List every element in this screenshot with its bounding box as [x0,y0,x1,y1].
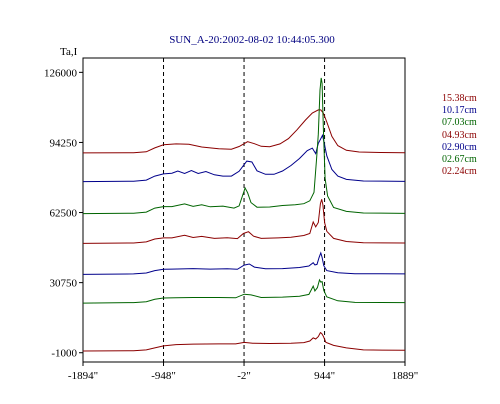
y-tick-label-2: 62500 [50,208,78,220]
series-lines [82,77,406,352]
y-tick-label-0: -1000 [51,348,77,360]
legend-item-5: 02.67cm [442,154,477,166]
legend-item-0: 15.38cm [442,93,477,104]
series-line-4 [82,251,406,275]
x-axis-ticks: -1894" -948" -2" 944" 1889" [68,362,418,382]
x-tick-label-0: -1894" [68,370,98,382]
y-axis-label: Ta,I [60,46,78,58]
x-tick-label-2: -2" [237,370,251,382]
legend-item-4: 02.90cm [442,141,477,153]
chart-title: SUN_A-20:2002-08-02 10:44:05.300 [169,34,335,46]
x-tick-label-4: 1889" [392,370,419,382]
series-line-5 [82,278,406,304]
series-line-6 [82,331,406,352]
y-tick-label-3: 94250 [50,137,78,149]
x-tick-label-1: -948" [151,370,176,382]
legend-item-6: 02.24cm [442,166,477,178]
y-tick-label-1: 30750 [50,278,78,290]
series-line-0 [82,109,406,154]
x-tick-label-3: 944" [314,370,335,382]
vertical-dashed-lines [163,58,326,362]
legend-item-1: 10.17cm [442,105,477,117]
series-line-2 [82,77,406,215]
legend-item-3: 04.93cm [442,129,477,141]
legend: 15.38cm 10.17cm 07.03cm 04.93cm 02.90cm 02.67… [442,93,477,178]
y-axis-ticks: -1000 30750 62500 94250 126000 [44,67,83,360]
series-line-1 [82,133,406,183]
y-tick-label-4: 126000 [44,67,78,79]
series-line-3 [82,199,406,244]
legend-item-2: 07.03cm [442,117,477,129]
